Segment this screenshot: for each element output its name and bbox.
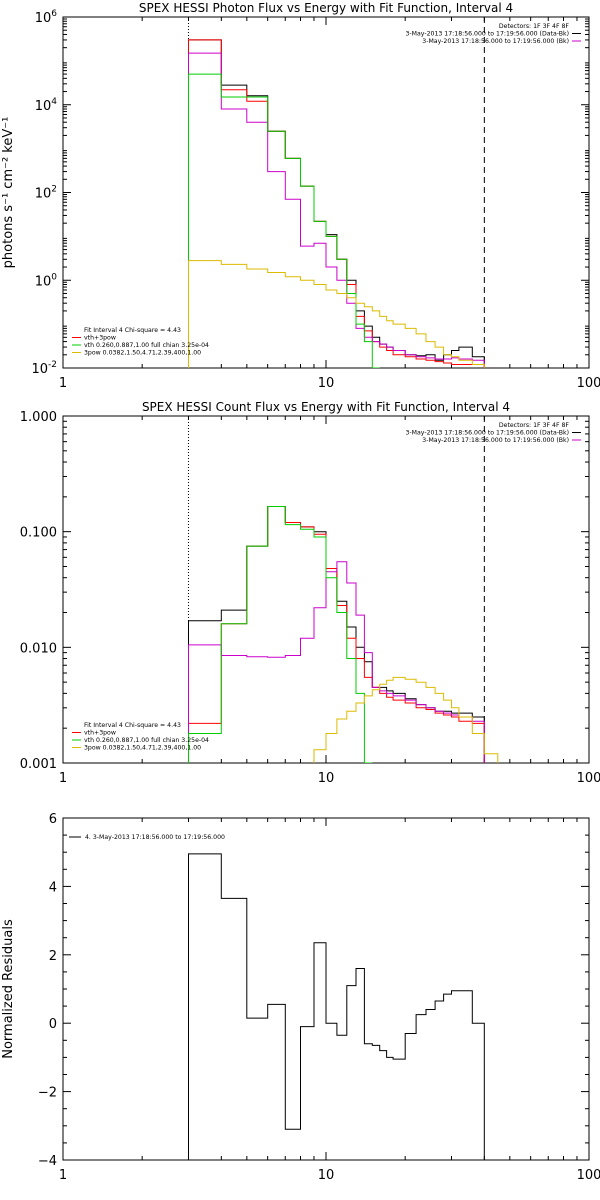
y-tick-base: 10 [31,362,48,377]
x-tick-label: 1 [59,771,67,786]
y-tick-label: 0.010 [20,641,57,656]
y-tick-exponent: 6 [51,9,57,19]
y-tick-label: 6 [49,812,57,827]
series-line-residuals [188,853,485,1160]
y-tick-label: 2 [49,949,57,964]
x-tick-label: 10 [318,771,335,786]
y-tick-label: 104 [35,97,58,114]
series-group [188,39,485,368]
y-axis-label: photons s⁻¹ cm⁻² keV⁻¹ [1,117,16,269]
x-tick-label: 100 [577,376,600,391]
x-tick-label: 10 [318,1168,335,1183]
legend-entry: Fit Interval 4 Chi-square = 4.43 [84,722,181,729]
legend-entry: Fit Interval 4 Chi-square = 4.43 [84,327,181,334]
y-tick-label: 10-2 [31,360,57,377]
x-tick-label: 10 [318,376,335,391]
legend-entry: 3pow 0.0382,1.50,4.71,2.39,400,1.00 [84,350,201,357]
chart-title: SPEX HESSI Photon Flux vs Energy with Fi… [139,1,513,15]
series-line-data-bk [188,39,485,368]
series-line-vth-3pow [188,39,485,368]
y-tick-label: 0.001 [20,757,57,772]
count-flux-panel: SPEX HESSI Count Flux vs Energy with Fit… [20,400,600,786]
y-tick-exponent: -2 [48,360,57,370]
series-line-bk [188,561,485,763]
y-tick-label: −2 [38,1086,57,1101]
y-tick-label: 0 [49,1017,57,1032]
x-tick-label: 1 [59,376,67,391]
y-tick-label: 1.000 [20,410,57,425]
y-tick-base: 10 [35,11,52,26]
y-tick-base: 10 [35,99,52,114]
legend-entry: vth+3pow [84,730,116,737]
y-tick-label: −4 [38,1154,57,1169]
legend-entry: 4. 3-May-2013 17:18:56.000 to 17:19:56.0… [85,834,225,841]
x-tick-label: 100 [577,771,600,786]
x-tick-label: 100 [577,1168,600,1183]
series-group [188,853,485,1160]
y-tick-exponent: 2 [51,185,57,195]
residuals-panel: Normalized Residuals 1 10 100 −4 −2 0 2 4 6 4. 3-M… [1,812,600,1183]
series-line-3pow [188,260,485,368]
series-line-bk [188,52,485,368]
y-tick-base: 10 [35,274,52,289]
series-line-vth [188,506,373,763]
plot-frame [62,16,590,369]
series-line-vth [188,73,380,368]
photon-flux-panel: SPEX HESSI Photon Flux vs Energy with Fi… [1,1,600,391]
y-tick-exponent: 4 [51,97,57,107]
y-tick-label: 100 [35,272,58,289]
legend-entry: 3-May-2013 17:18:56.000 to 17:19:56.000 … [422,437,569,444]
series-line-3pow [313,676,499,763]
legend-entry: Detectors: 1F 3F 4F 8F [499,422,570,429]
y-tick-label: 106 [35,9,58,26]
y-tick-label: 4 [49,880,57,895]
y-axis-label: Normalized Residuals [1,919,16,1059]
y-tick-label: 102 [35,185,57,202]
y-tick-label: 0.100 [20,526,57,541]
y-tick-exponent: 0 [51,272,57,282]
legend-entry: 3pow 0.0382,1.50,4.71,2.39,400,1.00 [84,745,201,752]
legend-entry: 3-May-2013 17:18:56.000 to 17:19:56.000 … [406,31,570,38]
series-group [188,506,499,763]
legend-entry: vth 0.260,0.887,1.00 full chian 3.25e-04 [84,737,209,744]
x-tick-label: 1 [59,1168,67,1183]
y-tick-base: 10 [35,187,52,202]
chart-title: SPEX HESSI Count Flux vs Energy with Fit… [142,400,510,414]
legend-entry: Detectors: 1F 3F 4F 8F [499,23,570,30]
legend-entry: vth 0.260,0.887,1.00 full chian 3.25e-04 [84,342,209,349]
legend-entry: 3-May-2013 17:18:56.000 to 17:19:56.000 … [422,38,569,45]
legend-entry: 3-May-2013 17:18:56.000 to 17:19:56.000 … [406,430,570,437]
legend-entry: vth+3pow [84,335,116,342]
